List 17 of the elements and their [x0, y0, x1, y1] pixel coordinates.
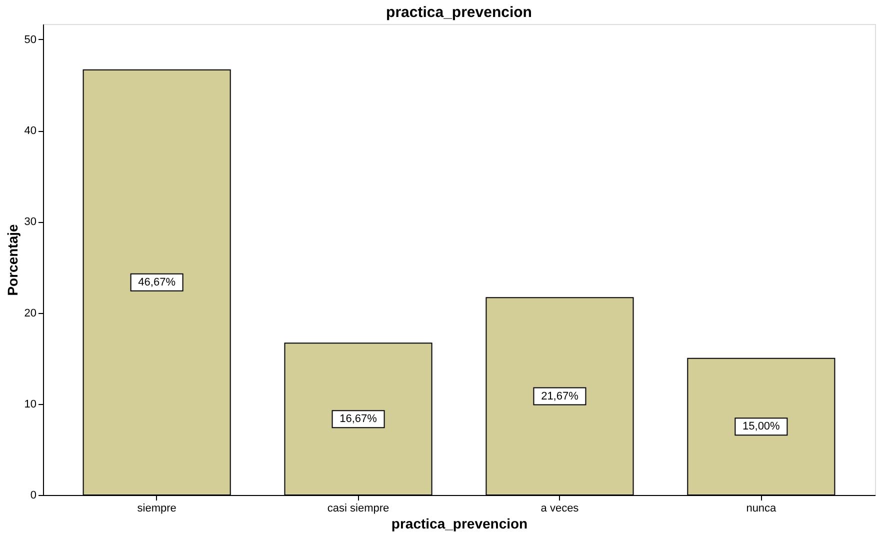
- y-tick-label: 30: [24, 216, 36, 228]
- y-tick-label: 40: [24, 125, 36, 138]
- chart-title: practica_prevencion: [386, 4, 532, 21]
- data-label: 15,00%: [742, 420, 780, 433]
- y-tick-label: 0: [30, 490, 36, 502]
- y-tick-label: 10: [24, 398, 36, 410]
- x-tick-label: siempre: [137, 502, 176, 514]
- x-tick-label: nunca: [746, 502, 778, 514]
- data-label: 16,67%: [340, 413, 378, 426]
- data-label: 46,67%: [138, 276, 176, 288]
- y-axis-title: Porcentaje: [4, 224, 20, 296]
- y-tick-label: 20: [24, 307, 36, 320]
- data-label: 21,67%: [541, 390, 579, 402]
- y-tick-label: 50: [24, 34, 36, 46]
- x-axis-title: practica_prevencion: [391, 516, 528, 532]
- x-tick-label: a veces: [540, 502, 580, 514]
- x-tick-label: casi siempre: [327, 502, 390, 514]
